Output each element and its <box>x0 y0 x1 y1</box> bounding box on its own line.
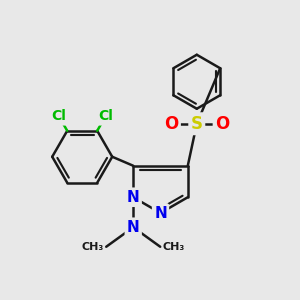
Text: S: S <box>191 115 203 133</box>
Text: CH₃: CH₃ <box>163 242 185 252</box>
Text: CH₃: CH₃ <box>82 242 104 252</box>
Text: N: N <box>154 206 167 220</box>
Text: Cl: Cl <box>52 110 66 124</box>
Text: N: N <box>127 220 140 235</box>
Text: O: O <box>215 115 230 133</box>
Text: N: N <box>127 190 140 205</box>
Text: O: O <box>164 115 178 133</box>
Text: Cl: Cl <box>98 110 113 124</box>
